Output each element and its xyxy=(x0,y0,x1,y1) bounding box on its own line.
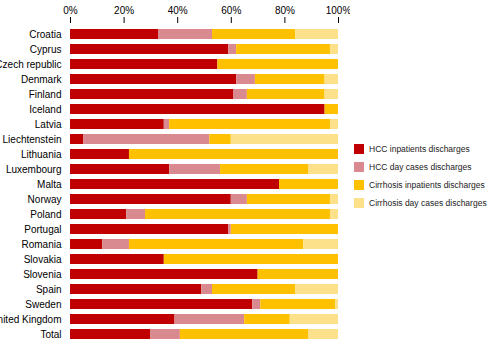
svg-text:Lithuania: Lithuania xyxy=(21,149,62,160)
svg-text:Spain: Spain xyxy=(36,284,62,295)
svg-text:Sweden: Sweden xyxy=(25,299,61,310)
svg-text:Poland: Poland xyxy=(30,209,61,220)
svg-text:Slovakia: Slovakia xyxy=(24,254,62,265)
svg-text:Liechtenstein: Liechtenstein xyxy=(3,134,62,145)
svg-text:Croatia: Croatia xyxy=(29,29,62,40)
svg-text:20%: 20% xyxy=(114,5,134,16)
svg-text:Czech republic: Czech republic xyxy=(0,59,62,70)
html-text:HCC inpatients discharges: HCC inpatients discharges xyxy=(369,143,470,154)
svg-text:Malta: Malta xyxy=(37,179,62,190)
svg-text:100%: 100% xyxy=(326,5,350,16)
svg-text:Norway: Norway xyxy=(28,194,62,205)
svg-text:Latvia: Latvia xyxy=(35,119,62,130)
svg-text:Cyprus: Cyprus xyxy=(30,44,62,55)
svg-text:40%: 40% xyxy=(168,5,188,16)
svg-text:Portugal: Portugal xyxy=(24,224,61,235)
svg-text:Total: Total xyxy=(40,329,61,340)
html-text:Cirrhosis day cases discharges: Cirrhosis day cases discharges xyxy=(369,197,487,208)
svg-text:Denmark: Denmark xyxy=(21,74,63,85)
html-text:Cirrhosis inpatients discharge: Cirrhosis inpatients discharges xyxy=(369,179,485,190)
svg-text:80%: 80% xyxy=(275,5,295,16)
html-text:HCC day cases discharges: HCC day cases discharges xyxy=(369,161,472,172)
svg-text:0%: 0% xyxy=(63,5,78,16)
svg-text:United Kingdom: United Kingdom xyxy=(0,314,62,325)
svg-text:Luxembourg: Luxembourg xyxy=(6,164,62,175)
svg-text:Slovenia: Slovenia xyxy=(23,269,62,280)
svg-text:Romania: Romania xyxy=(21,239,61,250)
svg-text:60%: 60% xyxy=(221,5,241,16)
svg-text:Finland: Finland xyxy=(29,89,62,100)
svg-text:Iceland: Iceland xyxy=(29,104,61,115)
